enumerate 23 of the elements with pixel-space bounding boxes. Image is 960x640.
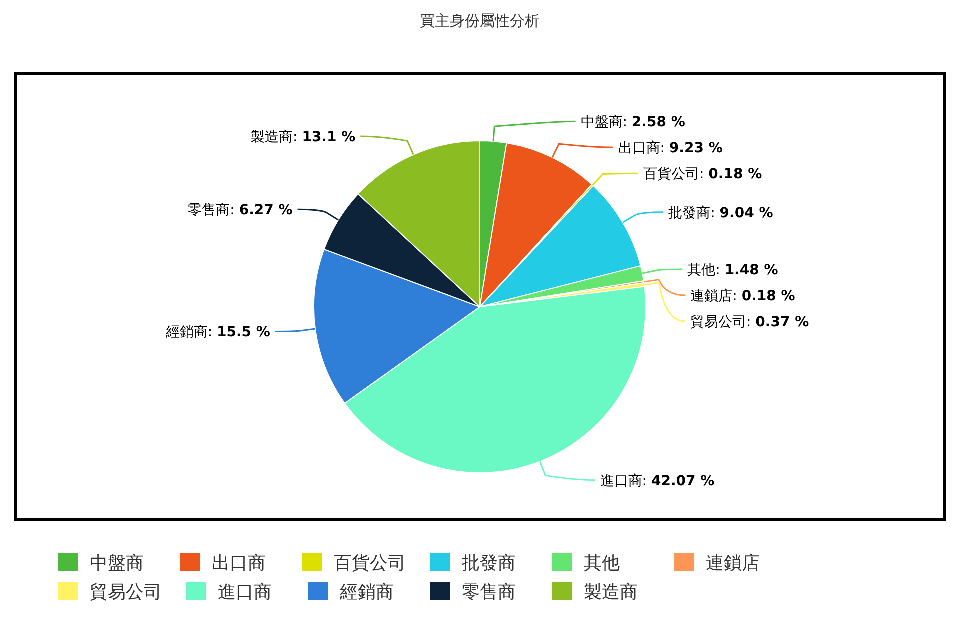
legend-label: 零售商 — [462, 582, 516, 603]
legend-label: 百貨公司 — [334, 553, 406, 574]
data-label: 其他: 1.48 % — [688, 262, 778, 279]
legend-label: 其他 — [584, 553, 620, 574]
legend-label: 經銷商 — [339, 582, 394, 603]
data-label: 出口商: 9.23 % — [618, 140, 723, 157]
data-label: 零售商: 6.27 % — [188, 202, 293, 219]
legend-label: 貿易公司 — [90, 582, 162, 603]
data-label: 中盤商: 2.58 % — [580, 114, 686, 131]
legend-label: 中盤商 — [90, 553, 144, 574]
legend-label: 製造商 — [584, 582, 638, 603]
data-label: 進口商: 42.07 % — [600, 473, 715, 490]
legend-label: 連鎖店 — [706, 553, 760, 574]
data-label: 經銷商: 15.5 % — [164, 324, 270, 341]
data-label: 貿易公司: 0.37 % — [690, 314, 810, 331]
chart-title: 買主身份屬性分析 — [420, 12, 540, 30]
data-label: 連鎖店: 0.18 % — [690, 288, 796, 305]
legend-label: 批發商 — [462, 553, 516, 574]
legend-label: 進口商 — [218, 582, 272, 603]
data-label: 批發商: 9.04 % — [668, 205, 774, 222]
data-label: 製造商: 13.1 % — [251, 130, 356, 146]
legend-label: 出口商 — [212, 553, 266, 574]
data-label: 百貨公司: 0.18 % — [643, 166, 762, 183]
